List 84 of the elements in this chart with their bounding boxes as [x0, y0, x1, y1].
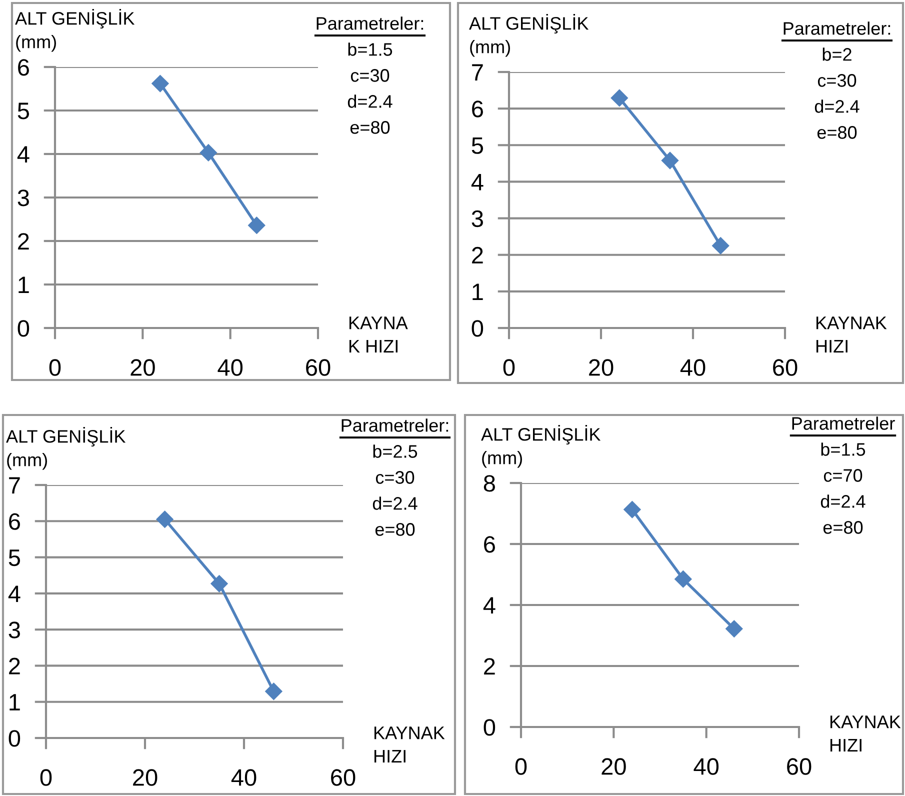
text: b=2 [822, 48, 852, 61]
x-tick-label: 0 [49, 359, 61, 376]
x-tick-label: 20 [133, 769, 158, 786]
y-tick-label: 4 [483, 597, 496, 614]
x-tick-label: 60 [306, 359, 330, 376]
point [152, 74, 169, 92]
y-tick-label: 6 [18, 59, 29, 76]
text: d=2.4 [820, 494, 866, 508]
x-tick-label: 40 [680, 359, 706, 376]
point [248, 216, 266, 234]
text: d=2.4 [348, 94, 392, 108]
text: e=80 [375, 523, 415, 536]
y-tick-label: 0 [472, 320, 484, 337]
x-tick-label: 60 [787, 758, 812, 775]
text: e=80 [350, 121, 390, 134]
y-tick-label: 6 [472, 100, 483, 118]
y-tick-label: 4 [471, 174, 484, 190]
y-tick-label: 5 [18, 102, 30, 120]
y-tick-label: 3 [8, 622, 20, 638]
y-tick-label: 6 [9, 513, 20, 530]
x-tick-label: 60 [773, 359, 798, 376]
point [712, 237, 730, 254]
x-tick-label: 0 [40, 769, 52, 786]
text: c=30 [350, 69, 390, 82]
text: b=2.5 [373, 444, 418, 458]
text: e=80 [817, 126, 857, 139]
y-axis-title: ALT GENİŞLİK (mm) [481, 425, 601, 468]
text: Parametreler [792, 416, 895, 430]
point [265, 682, 282, 700]
x-axis-title: KAYNAK HIZI [830, 716, 901, 752]
x-tick-label: 40 [218, 359, 243, 376]
y-tick-label: 2 [472, 246, 483, 264]
x-tick-label: 20 [589, 359, 614, 376]
y-tick-label: 4 [8, 586, 20, 602]
x-axis-title: KAYNAK HIZI [374, 726, 445, 762]
y-tick-label: 2 [9, 658, 20, 674]
text: c=30 [818, 74, 856, 87]
y-tick-label: 4 [17, 146, 30, 163]
y-tick-label: 1 [18, 276, 29, 294]
text: d=2.4 [814, 100, 860, 113]
x-tick-label: 20 [130, 359, 155, 376]
x-tick-label: 0 [503, 359, 515, 376]
text: c=70 [824, 469, 862, 482]
y-tick-label: 8 [484, 475, 495, 492]
y-axis-title: ALT GENİŞLİK (mm) [15, 9, 135, 52]
y-tick-label: 3 [472, 210, 483, 228]
point [156, 510, 174, 528]
y-tick-label: 2 [484, 658, 495, 675]
y-tick-label: 7 [9, 477, 20, 494]
y-tick-label: 2 [18, 233, 29, 250]
x-axis-title: KAYNAK HIZI [816, 316, 887, 352]
x-tick-label: 0 [515, 758, 527, 775]
x-tick-label: 60 [331, 769, 356, 786]
point [661, 152, 679, 170]
point [624, 500, 641, 518]
text: c=30 [376, 471, 414, 484]
y-tick-label: 6 [484, 536, 495, 553]
y-tick-label: 7 [472, 64, 483, 81]
x-tick-label: 40 [231, 769, 256, 786]
y-tick-label: 5 [472, 137, 484, 154]
y-tick-label: 0 [8, 730, 20, 747]
x-axis-title: KAYNA K HIZI [349, 316, 408, 352]
y-tick-label: 3 [18, 190, 29, 206]
y-tick-label: 1 [472, 284, 483, 300]
point [674, 570, 692, 588]
x-tick-label: 20 [602, 758, 626, 775]
text: Parametreler: [342, 418, 448, 432]
y-tick-label: 5 [8, 550, 20, 566]
y-tick-label: 0 [18, 320, 30, 337]
text: d=2.4 [372, 496, 418, 510]
y-axis-title: ALT GENİŞLİK (mm) [469, 14, 589, 57]
point [210, 575, 228, 592]
text: Parametreler: [784, 22, 890, 35]
point [200, 144, 217, 162]
text: b=1.5 [821, 442, 866, 456]
x-tick-label: 40 [694, 758, 719, 775]
y-tick-label: 1 [10, 694, 20, 710]
point [726, 620, 743, 638]
text: e=80 [823, 521, 863, 534]
text: Parametreler: [316, 16, 424, 30]
y-axis-title: ALT GENİŞLİK (mm) [6, 427, 126, 470]
text: b=1.5 [348, 42, 392, 56]
y-tick-label: 0 [484, 719, 496, 736]
point [610, 89, 628, 107]
